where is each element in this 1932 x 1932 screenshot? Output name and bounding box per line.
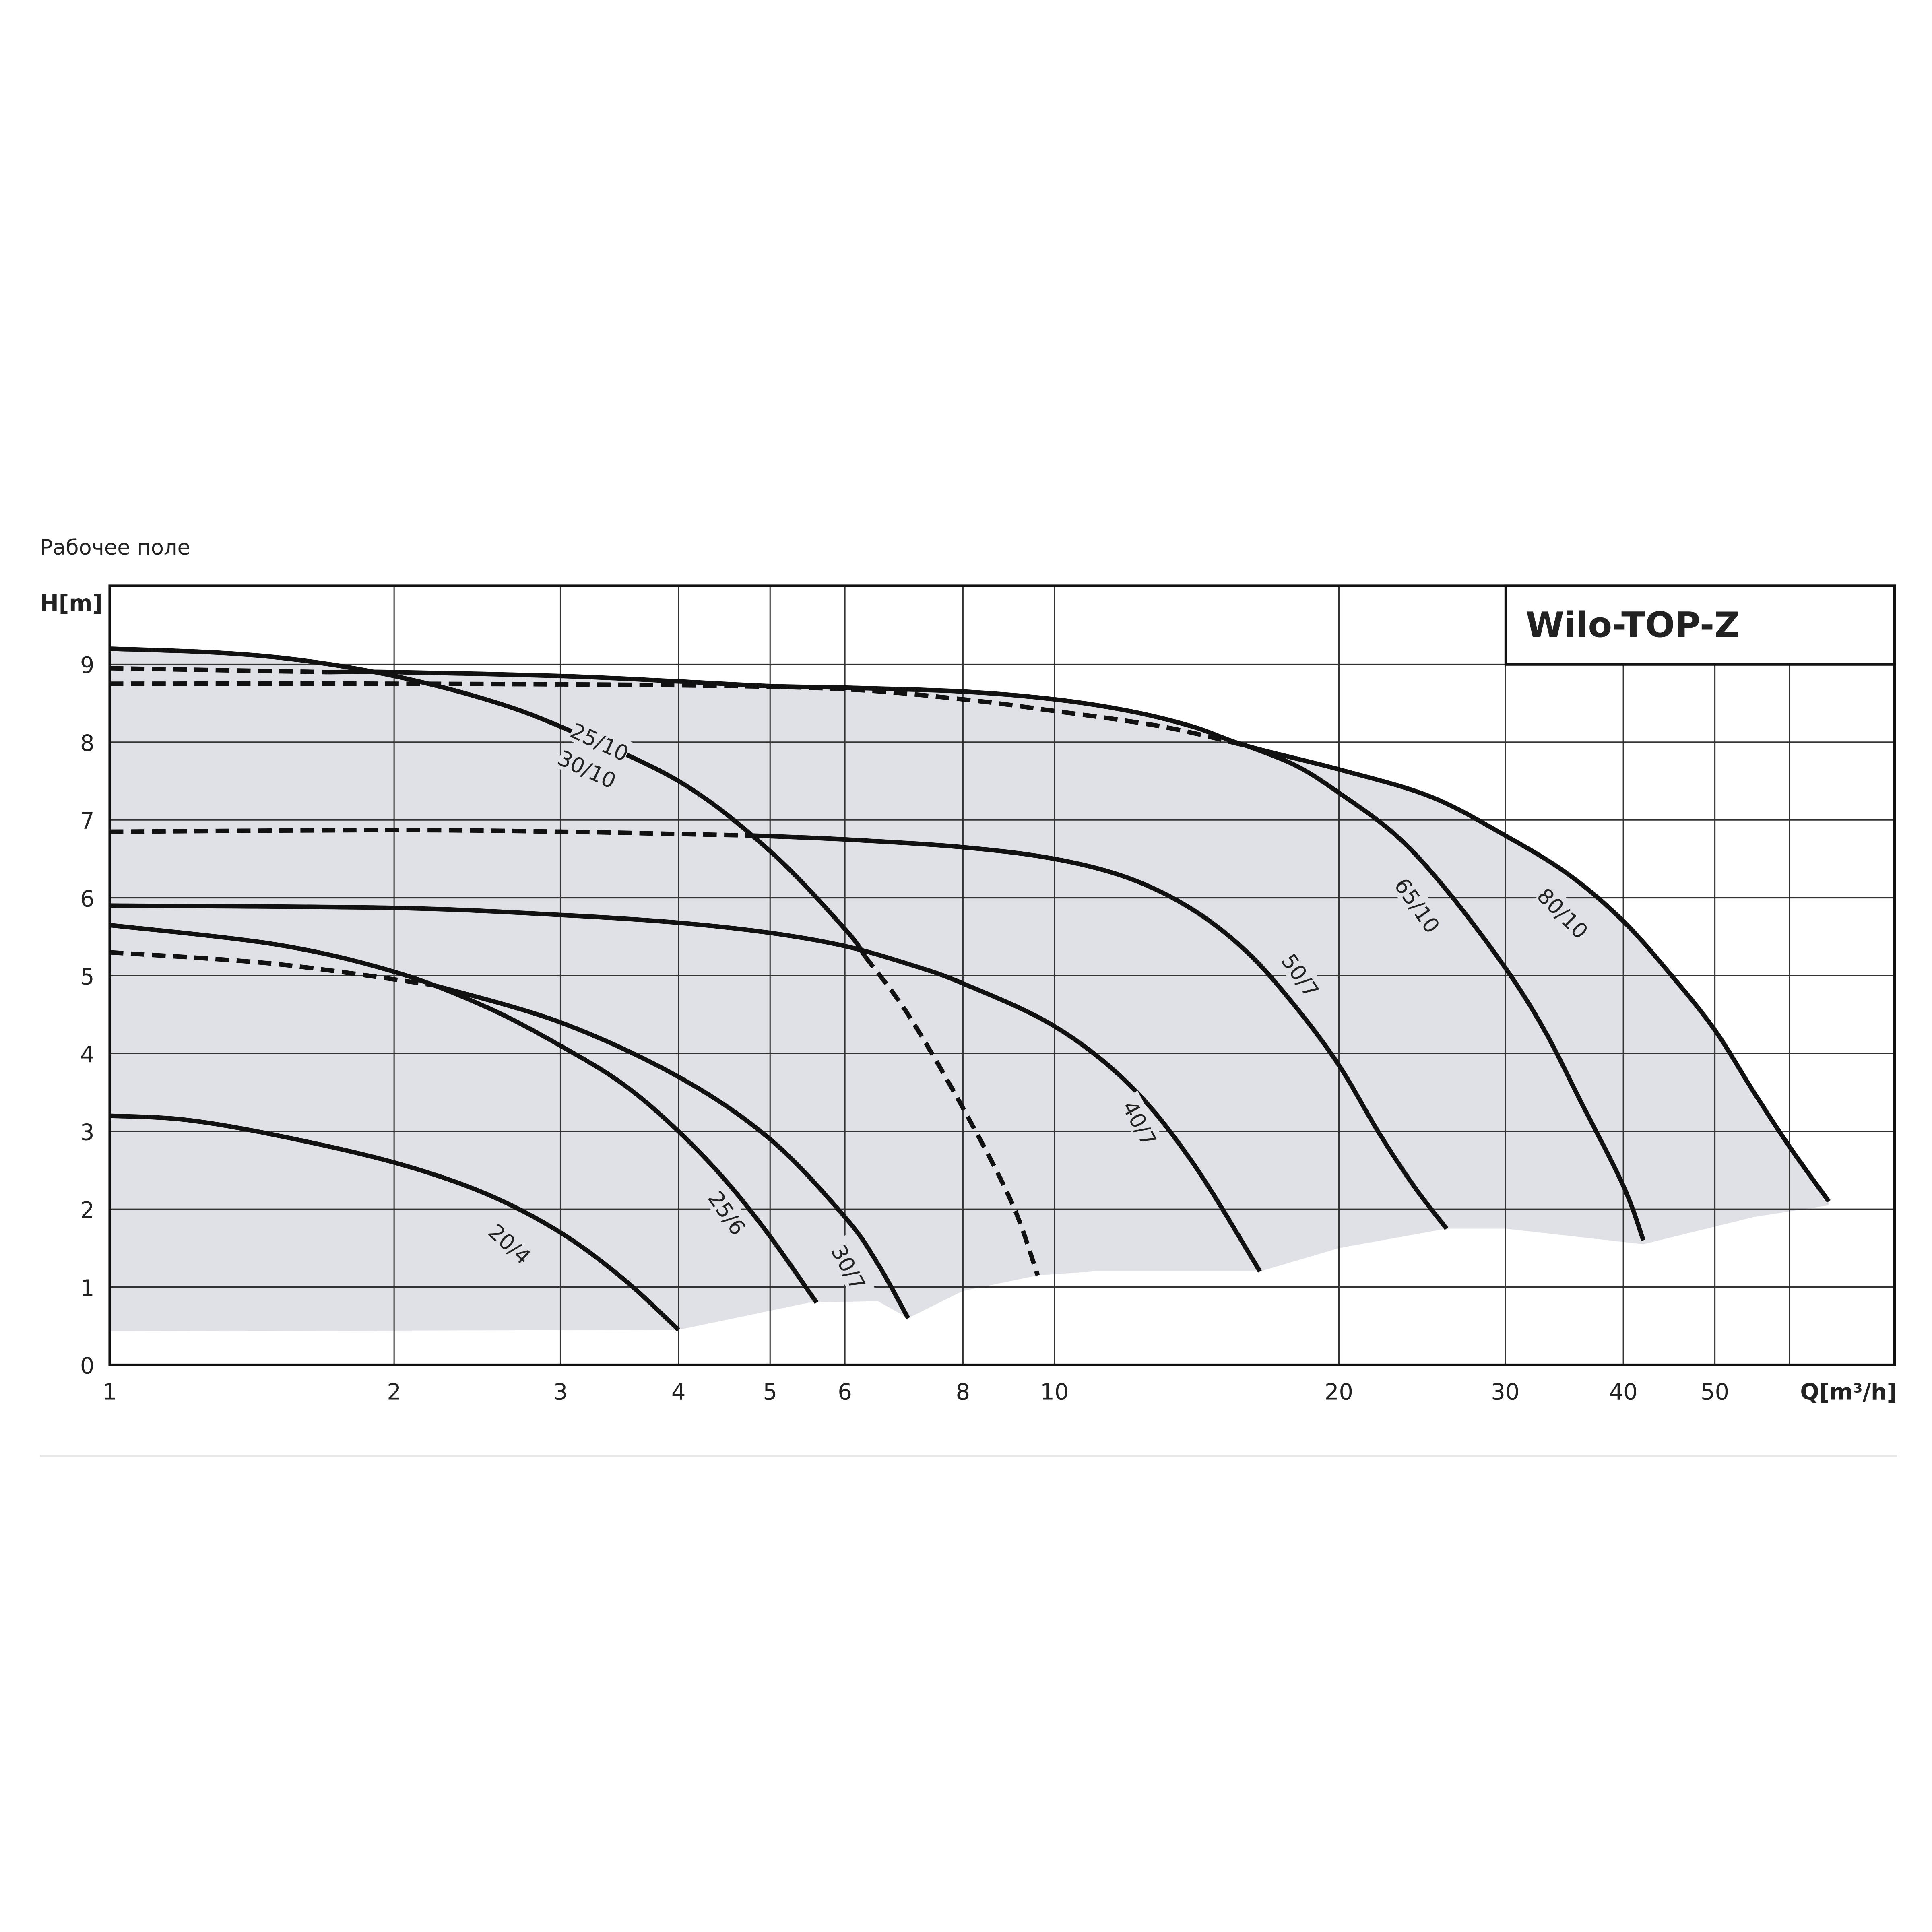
- curve-25-6: [109, 923, 819, 1304]
- x-tick-label: 3: [553, 1379, 568, 1406]
- curve-label-bg: [1391, 873, 1446, 937]
- curve-25-10-30-10-max: [863, 955, 1040, 1276]
- x-tick-label: 50: [1701, 1379, 1729, 1406]
- x-tick-label: 6: [838, 1379, 852, 1406]
- curve-30-7-max: [109, 950, 434, 987]
- curve-65-10: [1246, 744, 1646, 1241]
- curve-label-bg: [1534, 882, 1593, 943]
- x-tick-label: 10: [1040, 1379, 1069, 1406]
- x-tick-label: 1: [103, 1379, 117, 1406]
- legend-title: Wilo-TOP-Z: [1525, 605, 1740, 645]
- x-tick-label: 40: [1609, 1379, 1638, 1406]
- curve-80-10: [327, 669, 1831, 1203]
- curve-label-bg: [480, 1214, 541, 1273]
- plot-frame: [108, 584, 1896, 1366]
- y-axis-label: H[m]: [40, 590, 103, 616]
- curve-label-bg: [555, 744, 620, 793]
- curve-label-bg: [568, 717, 633, 765]
- x-tick-label: 30: [1491, 1379, 1519, 1406]
- working-field-area: [109, 648, 1829, 1331]
- y-tick-label: 7: [80, 808, 94, 834]
- y-tick-label: 2: [80, 1197, 94, 1224]
- legend-box: [1504, 584, 1896, 666]
- curve-label-bg: [700, 1181, 755, 1244]
- curve-50-7: [753, 833, 1449, 1230]
- x-axis-label: Q[m³/h]: [1800, 1379, 1897, 1406]
- curve-65-10-max: [109, 681, 1248, 748]
- curve-30-7: [432, 983, 910, 1319]
- x-tick-label: 2: [387, 1379, 401, 1406]
- y-tick-label: 9: [80, 652, 94, 679]
- chart-title: Рабочее поле: [40, 535, 190, 560]
- y-tick-label: 4: [80, 1042, 94, 1068]
- y-tick-label: 5: [80, 964, 94, 990]
- curve-20-4: [109, 1113, 680, 1332]
- x-tick-label: 8: [956, 1379, 970, 1406]
- curve-25-10-30-10: [109, 646, 867, 958]
- x-tick-label: 20: [1325, 1379, 1353, 1406]
- y-tick-label: 6: [80, 886, 94, 912]
- curve-label-bg: [1274, 943, 1329, 1007]
- x-tick-label: 4: [671, 1379, 685, 1406]
- y-tick-label: 3: [80, 1119, 94, 1146]
- x-tick-label: 5: [763, 1379, 777, 1406]
- curve-80-10-max: [109, 666, 328, 675]
- y-tick-label: 8: [80, 730, 94, 756]
- working-field: [109, 648, 1829, 1331]
- curve-50-7-max: [109, 828, 753, 838]
- curve-label-bg: [1115, 1090, 1166, 1156]
- curve-label-bg: [824, 1234, 875, 1299]
- y-tick-label: 0: [80, 1353, 94, 1379]
- y-tick-label: 1: [80, 1275, 94, 1301]
